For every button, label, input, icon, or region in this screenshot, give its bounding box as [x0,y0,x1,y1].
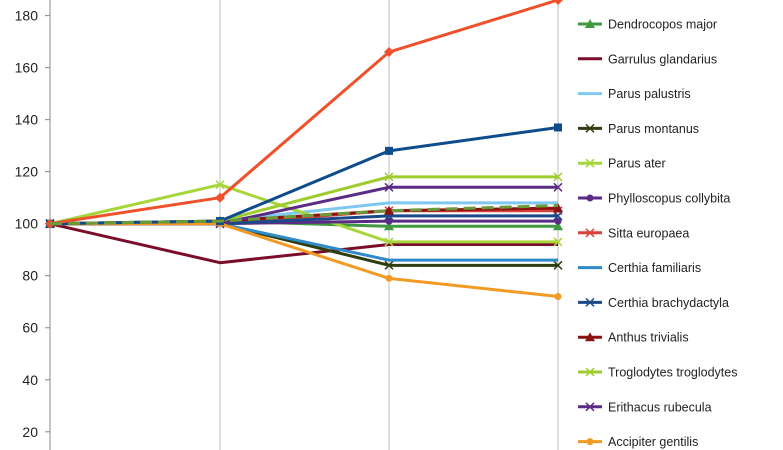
legend-marker [585,297,595,307]
y-tick-label: 100 [15,216,39,232]
data-point [553,260,563,270]
data-point [385,217,393,225]
legend-entry: Dendrocopos major [578,18,717,32]
legend-marker [585,367,595,377]
y-tick-label: 80 [22,268,38,284]
legend-entry: Parus ater [578,157,666,171]
legend-entry: Accipiter gentilis [578,435,698,449]
series-1 [49,222,558,265]
y-tick-label: 140 [15,112,39,128]
legend-marker [585,228,595,238]
data-point [553,172,563,182]
y-tick-label: 120 [15,164,39,180]
data-point [384,47,394,58]
legend-label: Garrulus glandarius [608,52,717,66]
data-point [553,221,563,231]
legend-label: Dendrocopos major [608,18,717,32]
data-point [553,182,563,192]
legend-entry: Erithacus rubecula [578,400,712,414]
y-tick-label: 160 [15,60,39,76]
legend-label: Phylloscopus collybita [608,192,730,206]
data-point [553,203,563,213]
data-point [384,182,394,192]
data-point [385,274,393,282]
legend-entry: Parus palustris [578,87,691,101]
series-15 [49,203,559,226]
legend-entry: Parus montanus [578,122,699,136]
legend-label: Sitta europaea [608,226,689,240]
legend-label: Certhia brachydactyla [608,296,729,310]
data-point [215,180,225,190]
series-lines [45,0,563,301]
legend-marker [585,332,595,342]
data-point [384,205,394,215]
legend-entry: Phylloscopus collybita [578,192,730,206]
legend: Dendrocopos major Garrulus glandarius Paru… [578,18,737,449]
series-line [49,125,559,226]
legend-entry: Troglodytes troglodytes [578,366,737,380]
legend-label: Parus ater [608,157,666,171]
series-line [49,0,559,226]
data-point [215,192,225,203]
y-tick-label: 20 [22,424,38,440]
legend-label: Certhia familiaris [608,261,701,275]
legend-entry: Certhia brachydactyla [578,296,729,310]
legend-label: Parus montanus [608,122,699,136]
legend-marker [585,158,595,168]
legend-label: Troglodytes troglodytes [608,366,737,380]
legend-marker [585,402,595,412]
data-point [554,217,562,225]
legend-label: Erithacus rubecula [608,400,712,414]
legend-entry: Anthus trivialis [578,331,689,345]
legend-marker [585,19,595,28]
data-point [384,260,394,270]
data-point [384,237,394,247]
legend-entry: Certhia familiaris [578,261,701,275]
legend-label: Anthus trivialis [608,331,689,345]
y-tick-label: 60 [22,320,38,336]
series-line [49,203,559,226]
data-point [553,0,563,5]
legend-marker [585,123,595,133]
y-tick-label: 180 [15,8,39,24]
y-tick-label: 40 [22,372,38,388]
data-point [553,211,563,221]
legend-label: Parus palustris [608,87,691,101]
series-14 [45,0,563,229]
legend-marker [586,438,594,446]
series-line [49,183,558,244]
data-point [554,293,562,301]
data-point [553,237,563,247]
data-point [384,221,394,231]
data-point [554,123,562,132]
legend-label: Accipiter gentilis [608,435,698,449]
data-point [385,146,393,155]
legend-marker [586,194,594,202]
legend-entry: Sitta europaea [578,226,689,240]
y-axis-ticks: 20 40 60 80 100 120 140 160 180 [15,8,50,440]
series-line [49,222,558,265]
legend-entry: Garrulus glandarius [578,52,717,66]
data-point [384,172,394,182]
